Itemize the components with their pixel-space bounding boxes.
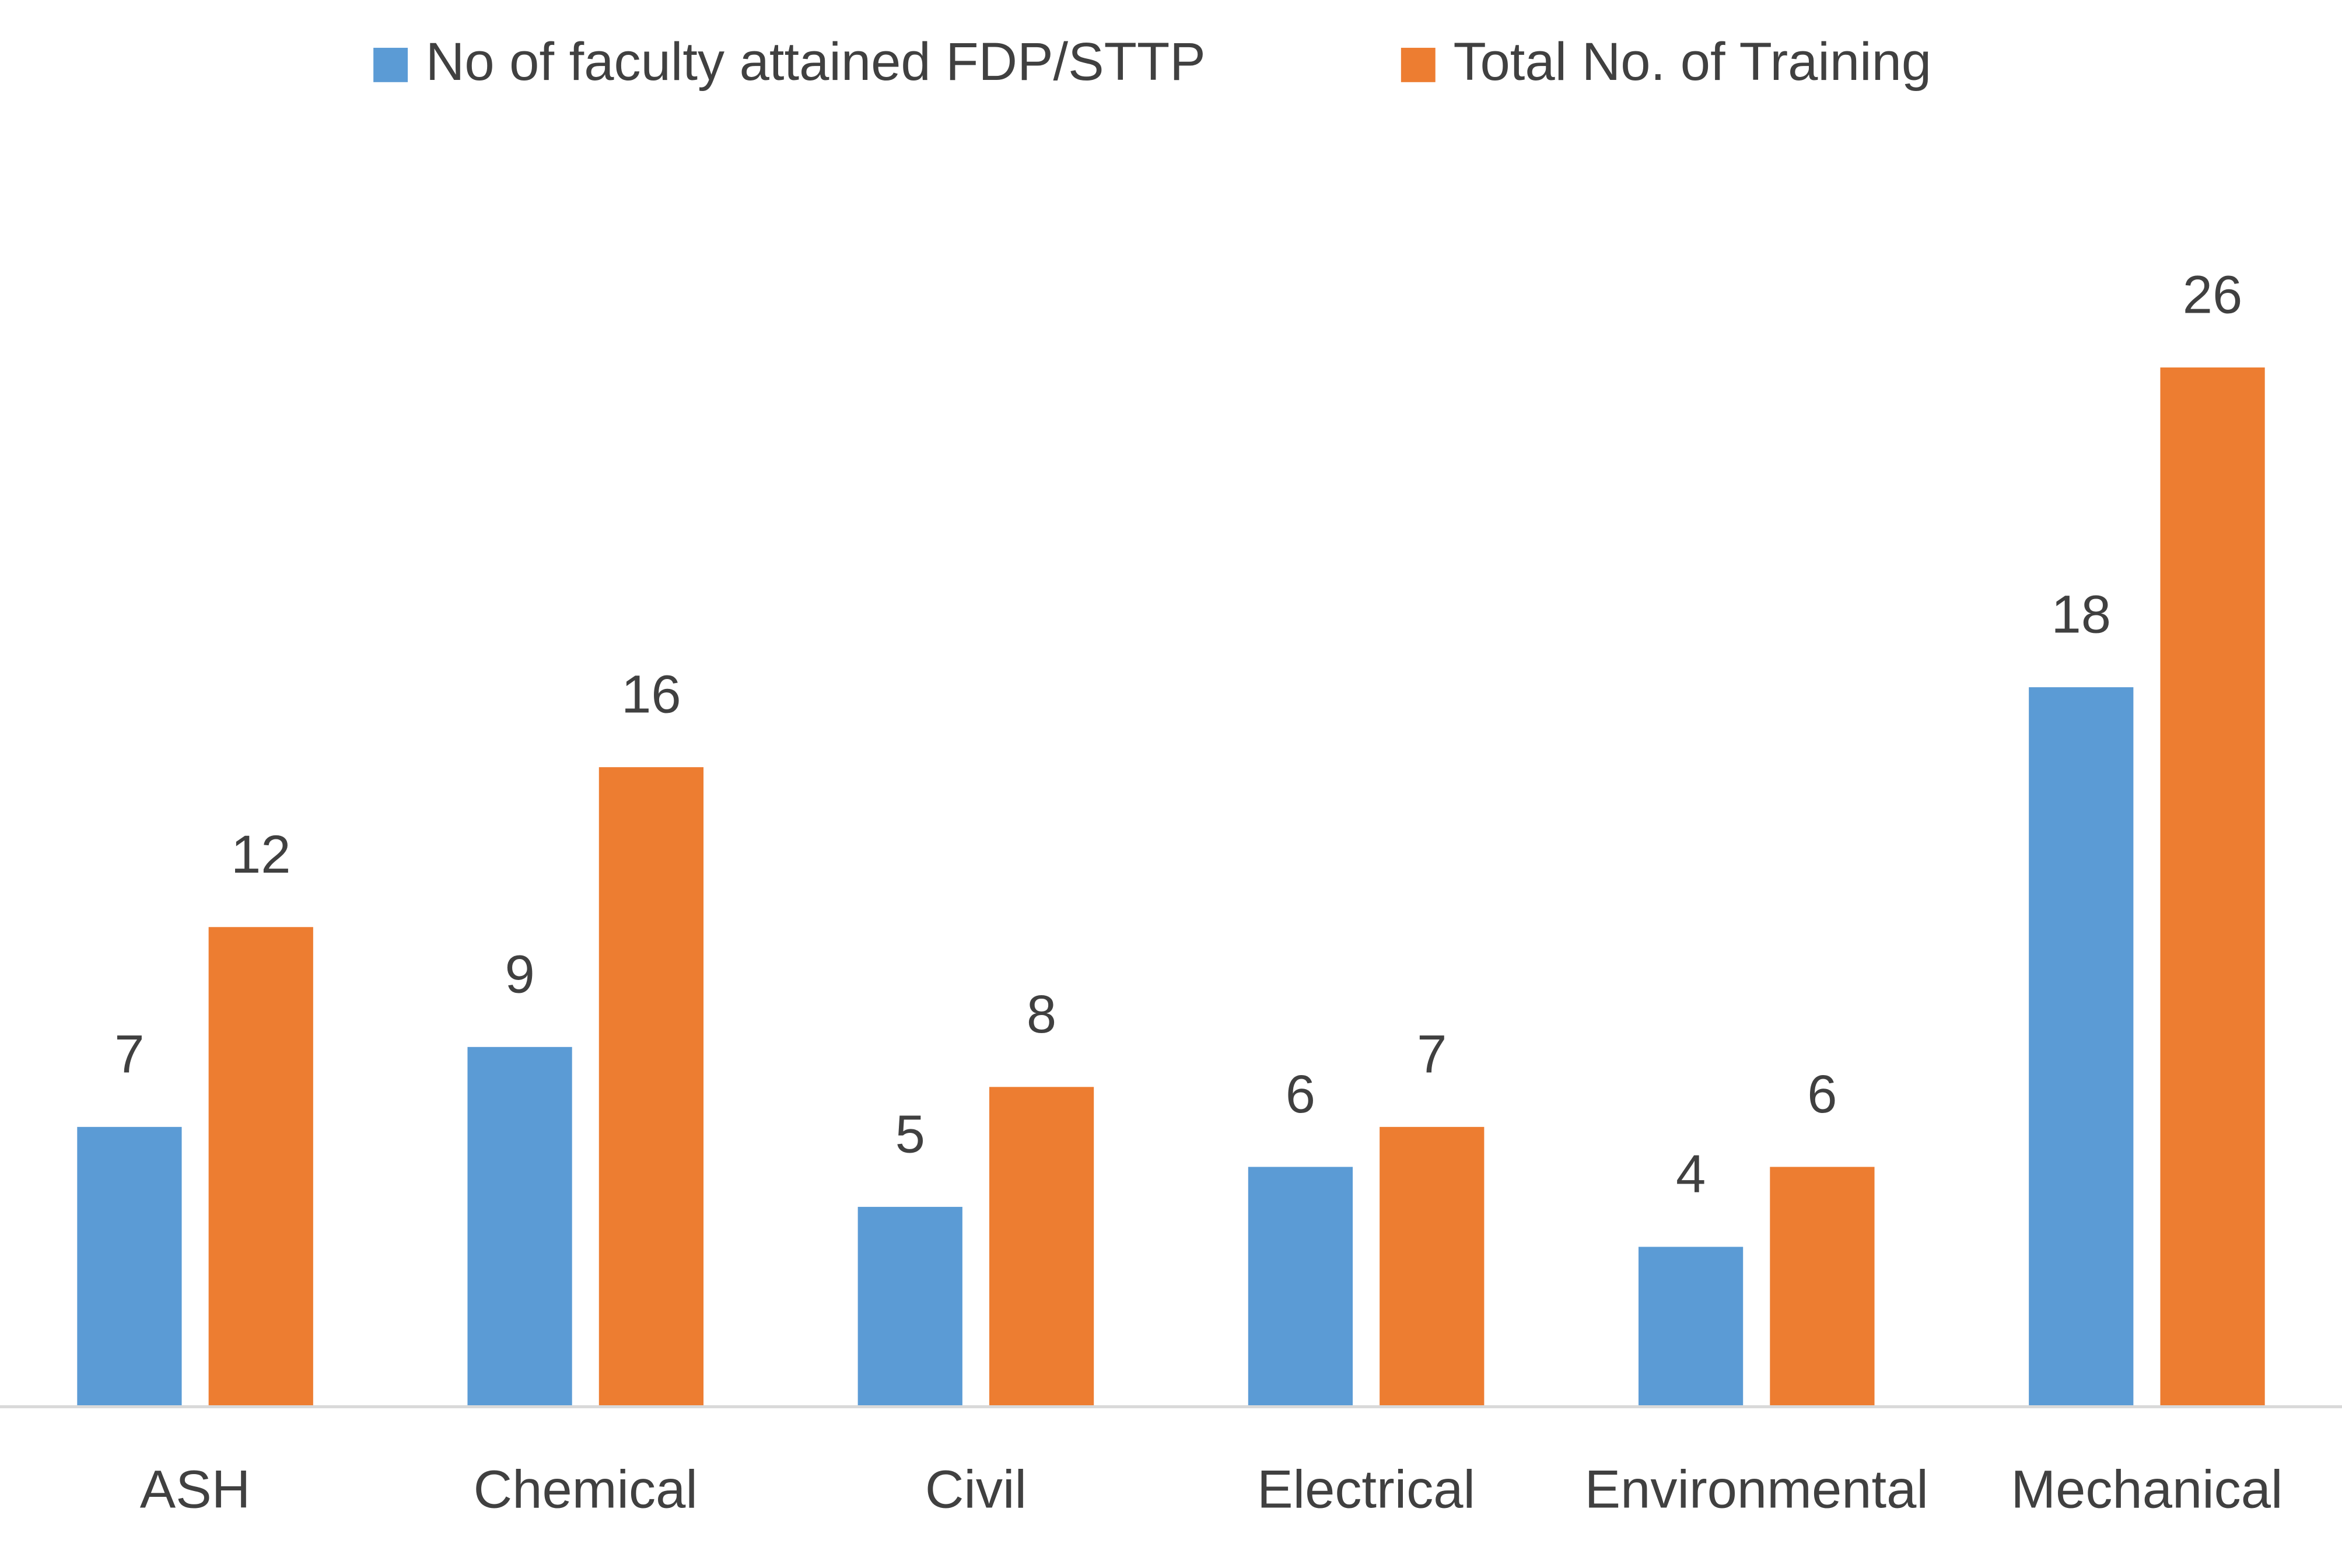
data-label: 4 bbox=[1676, 1144, 1706, 1204]
bar bbox=[208, 927, 313, 1407]
bar bbox=[2029, 687, 2134, 1407]
bar bbox=[1638, 1247, 1744, 1407]
bar bbox=[857, 1206, 962, 1407]
bar bbox=[77, 1126, 182, 1407]
legend-swatch bbox=[1401, 47, 1436, 82]
legend-label: No of faculty attained FDP/STTP bbox=[426, 32, 1206, 92]
bar bbox=[989, 1087, 1094, 1407]
data-label: 8 bbox=[1027, 984, 1056, 1044]
data-label: 5 bbox=[895, 1104, 925, 1164]
bar bbox=[1380, 1126, 1485, 1407]
data-label: 16 bbox=[621, 664, 681, 724]
x-tick-label: Electrical bbox=[1257, 1459, 1475, 1519]
bar bbox=[2160, 367, 2265, 1407]
bar bbox=[1770, 1167, 1875, 1407]
data-label: 6 bbox=[1286, 1064, 1315, 1124]
bar bbox=[1248, 1167, 1353, 1407]
legend-swatch bbox=[373, 47, 408, 82]
data-label: 6 bbox=[1807, 1064, 1837, 1124]
bar bbox=[598, 767, 704, 1407]
data-label: 18 bbox=[2051, 584, 2111, 645]
x-tick-label: Environmental bbox=[1585, 1459, 1928, 1519]
x-tick-label: Civil bbox=[925, 1459, 1027, 1519]
data-label: 12 bbox=[231, 824, 291, 884]
data-label: 26 bbox=[2183, 265, 2243, 325]
data-label: 7 bbox=[1417, 1024, 1447, 1084]
data-label: 7 bbox=[114, 1024, 144, 1084]
bar bbox=[467, 1046, 572, 1407]
data-label: 9 bbox=[505, 944, 534, 1004]
legend-label: Total No. of Training bbox=[1453, 32, 1931, 92]
x-tick-label: Mechanical bbox=[2011, 1459, 2283, 1519]
x-tick-label: ASH bbox=[140, 1459, 251, 1519]
x-tick-label: Chemical bbox=[474, 1459, 698, 1519]
